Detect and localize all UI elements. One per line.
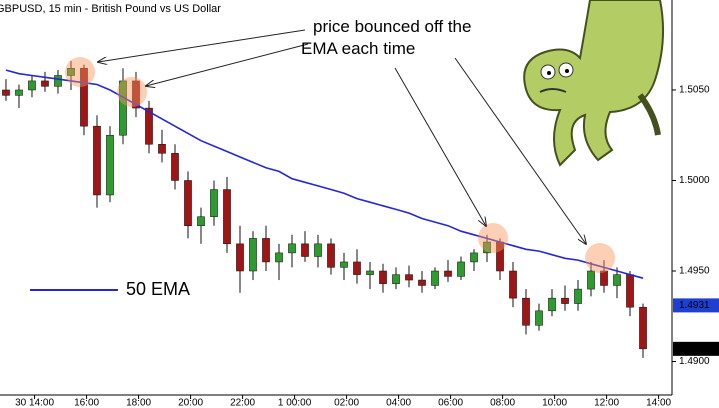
annotation: price bounced off the EMA each time	[301, 17, 471, 58]
candle-body	[327, 243, 335, 268]
x-tick-label: 08:00	[490, 398, 515, 408]
candle-body	[184, 180, 192, 226]
arrow	[394, 67, 486, 226]
candle-body	[54, 75, 62, 87]
candle-body	[314, 243, 322, 257]
candle-body	[613, 274, 621, 286]
price-marker-label: 1.4907	[679, 343, 710, 354]
candle-body	[249, 238, 257, 272]
highlight	[585, 243, 615, 273]
y-tick-label: 1.5000	[679, 175, 710, 186]
candle-body	[223, 189, 231, 245]
candle-body	[236, 243, 244, 272]
arrow	[146, 43, 309, 86]
candle-body	[431, 270, 439, 286]
candle-body	[639, 306, 647, 350]
x-tick-label: 02:00	[334, 398, 359, 408]
candle-body	[392, 274, 400, 284]
candle-body	[418, 279, 426, 286]
candle-body	[93, 125, 101, 196]
y-tick-label: 1.4950	[679, 266, 710, 277]
highlight	[117, 77, 147, 107]
candle-body	[548, 297, 556, 312]
candle-body	[106, 134, 114, 196]
candle-body	[262, 238, 270, 263]
candle-body	[574, 288, 582, 304]
x-tick-label: 04:00	[386, 398, 411, 408]
price-marker	[673, 341, 719, 356]
candle-body	[171, 153, 179, 181]
candle-body	[561, 297, 569, 304]
candle-body	[145, 107, 153, 145]
candle-body	[275, 252, 283, 263]
candle-body	[340, 261, 348, 268]
x-tick-label: 12:00	[594, 398, 619, 408]
x-tick-label: 06:00	[438, 398, 463, 408]
arrow	[454, 57, 586, 244]
x-tick-label: 20:00	[178, 398, 203, 408]
candle-body	[587, 270, 595, 290]
candle-body	[522, 297, 530, 326]
candle-body	[288, 243, 296, 254]
candle-body	[509, 270, 517, 299]
candle-body	[197, 216, 205, 226]
chart-title: GBPUSD, 15 min - British Pound vs US Dol…	[0, 3, 221, 15]
candle-body	[444, 270, 452, 277]
x-tick-label: 22:00	[230, 398, 255, 408]
candle-body	[600, 270, 608, 286]
candle-body	[353, 261, 361, 275]
candle-body	[210, 189, 218, 217]
x-tick-label: 1 00:00	[278, 398, 312, 408]
candle-body	[366, 270, 374, 275]
candle-body	[301, 243, 309, 257]
monster-mouth	[539, 88, 567, 93]
monster-arm	[637, 93, 661, 136]
x-tick-label: 18:00	[126, 398, 151, 408]
monster-pupil	[565, 69, 569, 73]
x-tick-label: 14:00	[646, 398, 671, 408]
candle-body	[379, 270, 387, 284]
candle-body	[470, 252, 478, 263]
y-tick-label: 1.5050	[679, 85, 710, 96]
highlights	[65, 57, 615, 273]
arrow	[98, 29, 306, 62]
highlight	[478, 223, 508, 253]
candle-body	[80, 67, 88, 127]
candle-body	[119, 80, 127, 136]
price-marker-label: 1.4931	[679, 300, 710, 311]
price-marker	[673, 298, 719, 313]
monster	[523, 0, 665, 167]
candle-body	[2, 89, 10, 96]
x-tick-label: 10:00	[542, 398, 567, 408]
candle-body	[28, 80, 36, 91]
monster-pupil	[547, 71, 551, 75]
plot-area	[2, 61, 647, 358]
arrows	[98, 29, 586, 244]
candle-body	[405, 274, 413, 281]
x-tick-label: 30 14:00	[15, 398, 54, 408]
candle-body	[457, 261, 465, 277]
candle-body	[535, 310, 543, 326]
candle-body	[483, 241, 491, 254]
legend-label: 50 EMA	[126, 279, 190, 299]
highlight	[65, 57, 95, 87]
y-tick-label: 1.4900	[679, 356, 710, 367]
candle-body	[67, 67, 75, 76]
x-tick-label: 16:00	[74, 398, 99, 408]
candle-body	[15, 89, 23, 96]
candle-body	[41, 80, 49, 87]
ema-line	[5, 69, 644, 279]
candle-body	[626, 274, 634, 308]
candle-body	[158, 144, 166, 154]
candle-body	[132, 80, 140, 109]
